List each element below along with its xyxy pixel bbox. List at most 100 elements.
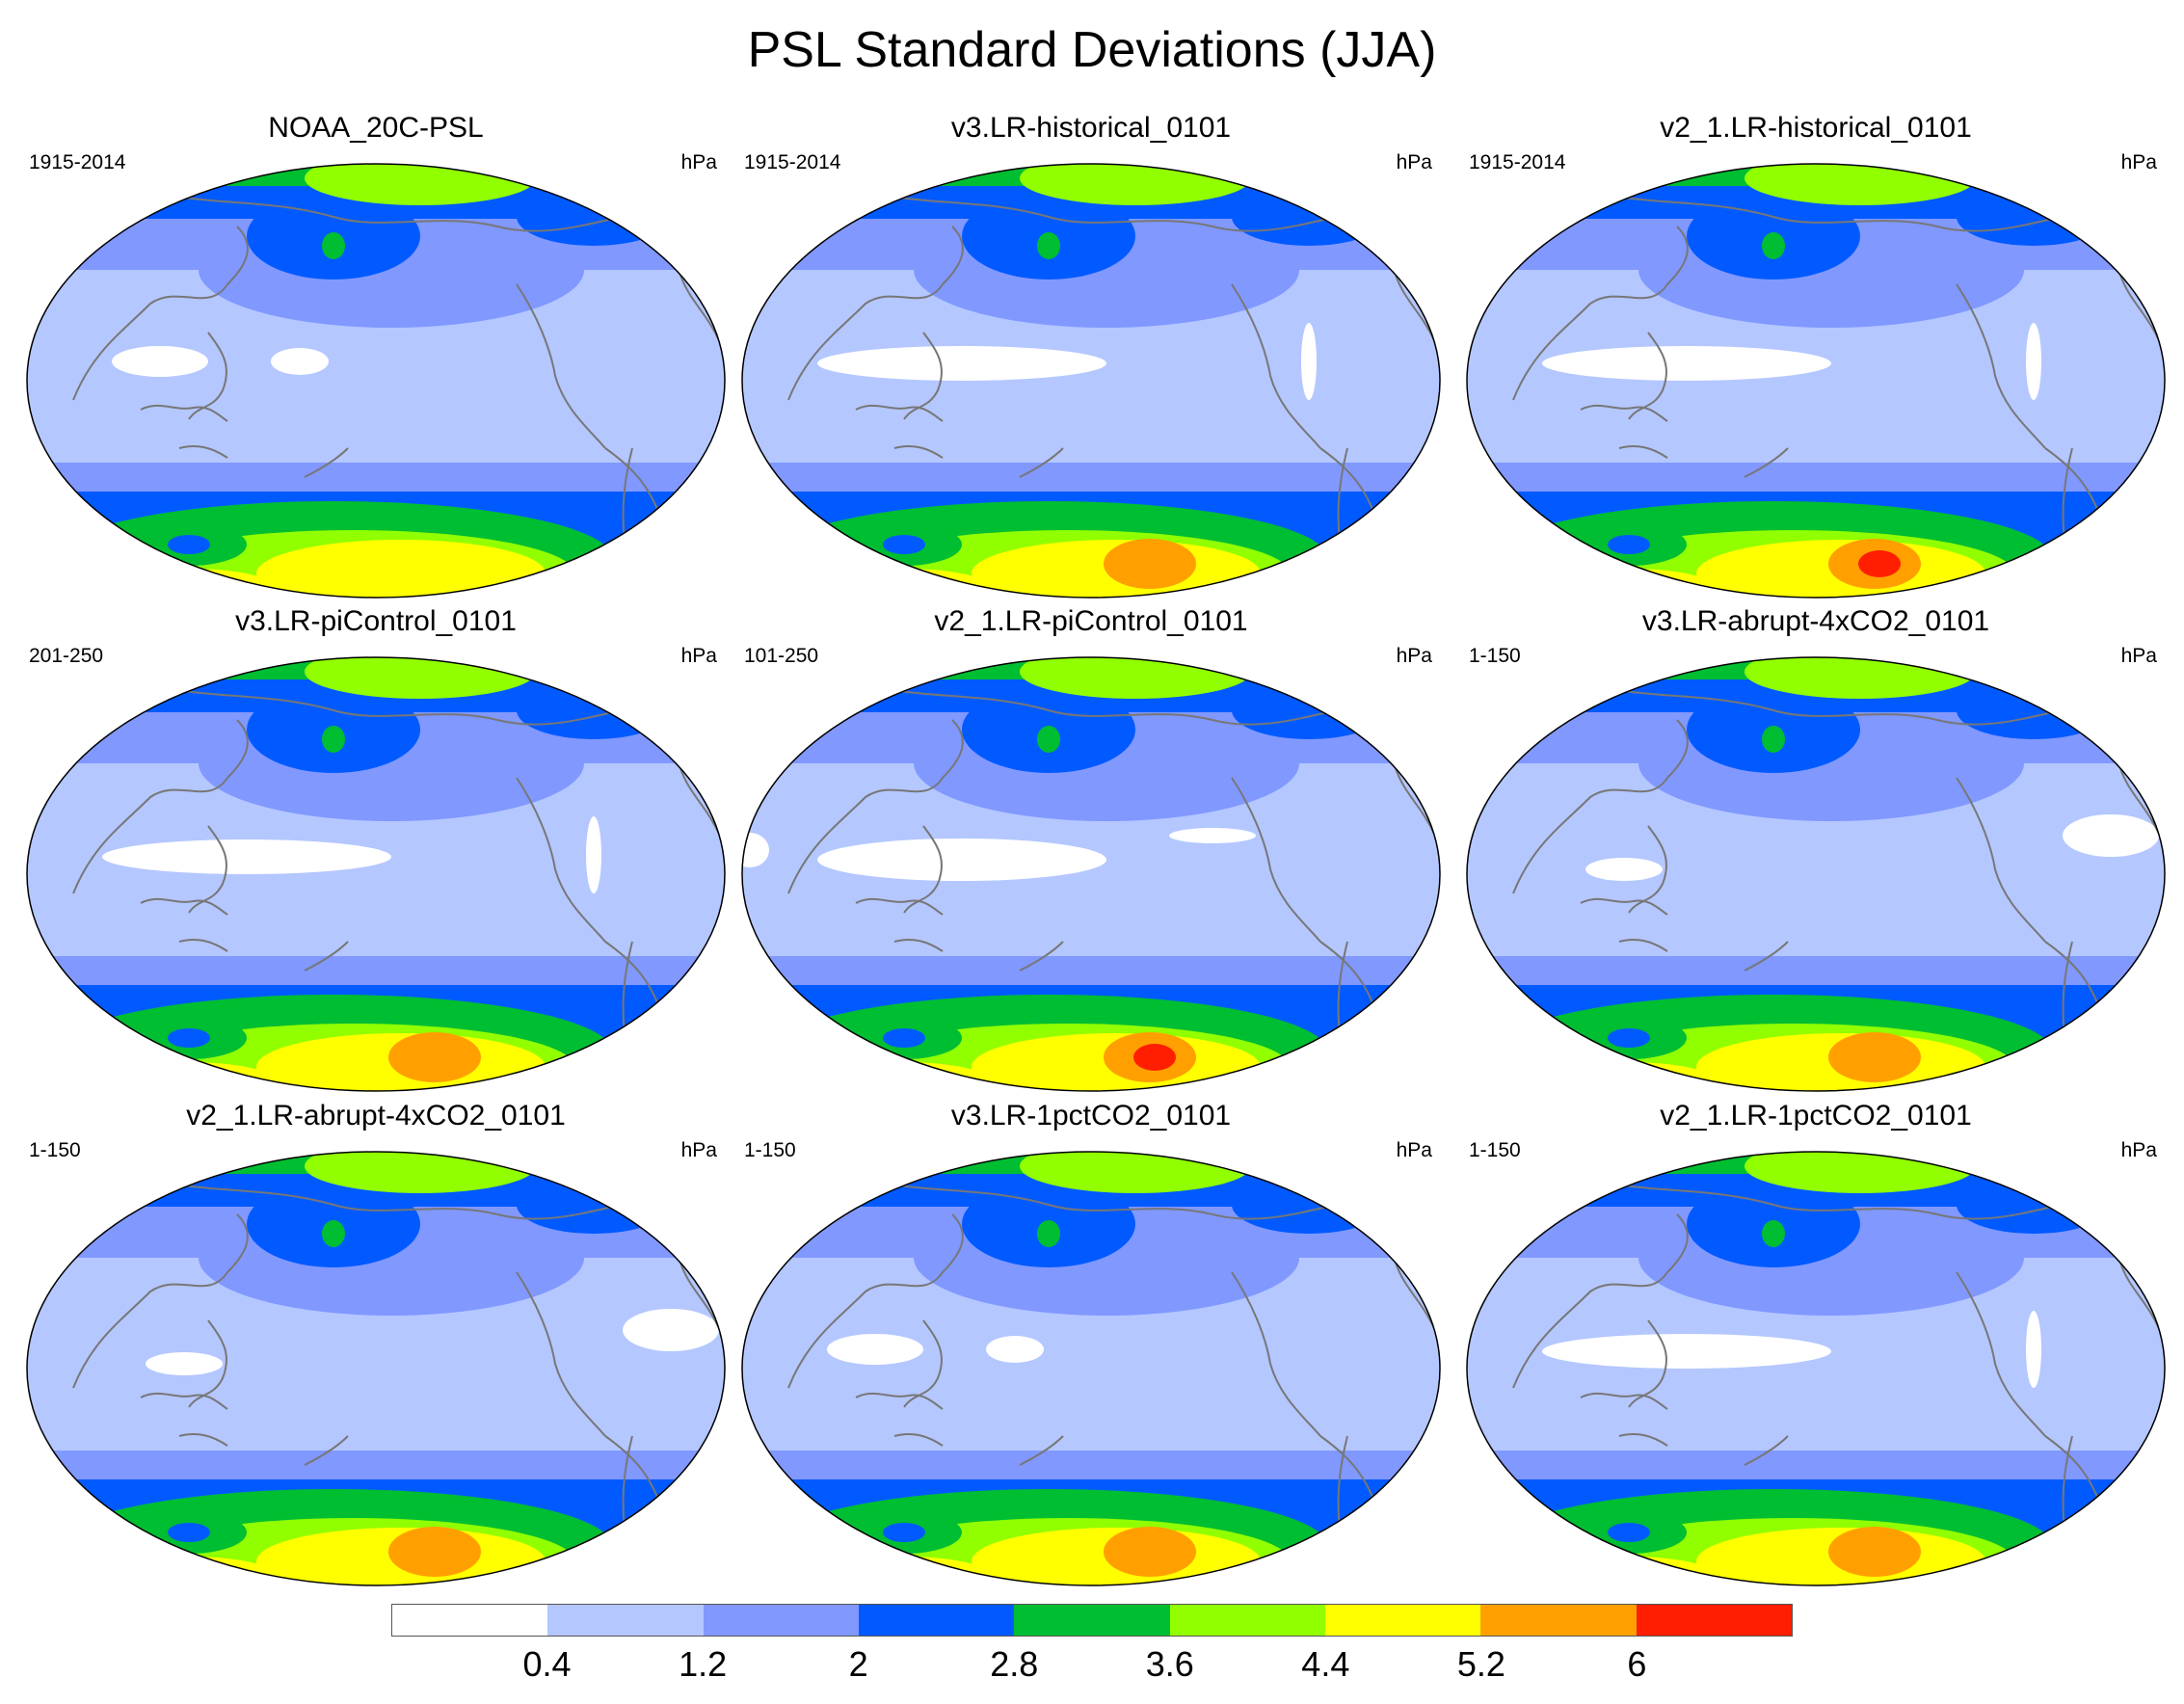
panel-title: v2_1.LR-1pctCO2_0101 [1660, 1100, 1972, 1132]
panel-period: 201-250 [29, 645, 104, 667]
panel-unit: hPa [1396, 151, 1432, 173]
field-6-max [388, 1527, 481, 1577]
field-2.8-eddy [883, 1523, 925, 1542]
map-panel: v2_1.LR-historical_0101 1915-2014 hPa [1455, 111, 2176, 599]
field-0.4-pacific [271, 348, 329, 375]
field-2.8-eddy [883, 1028, 925, 1048]
field-3.6-spot [322, 726, 345, 753]
map-robinson [741, 163, 1441, 599]
colorbar [391, 1604, 1793, 1637]
field-0.4-andes [586, 816, 601, 893]
map-robinson [1466, 1151, 2166, 1586]
panel-period: 1-150 [1469, 645, 1521, 667]
panel-unit: hPa [2120, 151, 2157, 173]
colorbar-tick-label: 3.6 [1145, 1644, 1194, 1684]
map-border [741, 163, 1441, 599]
field-0.4-east [1169, 828, 1256, 843]
field-0.4-pacific [817, 346, 1106, 381]
panel-unit: hPa [1396, 645, 1432, 667]
field-2.8-atlantic [1232, 681, 1386, 739]
map-panel: v3.LR-1pctCO2_0101 1-150 hPa [731, 1099, 1452, 1586]
field-0.4-west [742, 833, 769, 867]
field-2.8-eddy [1608, 535, 1650, 554]
field-2.8-atlantic [517, 188, 671, 246]
field-3.6-spot [1762, 1220, 1785, 1247]
panel-title: NOAA_20C-PSL [268, 112, 484, 144]
colorbar-swatch [1324, 1605, 1481, 1636]
field-0.4-andes [1301, 323, 1317, 400]
field-0.4-andes [2026, 323, 2041, 400]
field-2.8-eddy [168, 1523, 210, 1542]
field-2.8-atlantic [1957, 681, 2111, 739]
figure-title: PSL Standard Deviations (JJA) [747, 22, 1437, 78]
map-panel: v2_1.LR-1pctCO2_0101 1-150 hPa [1455, 1099, 2176, 1586]
panel-title: v3.LR-piControl_0101 [235, 605, 517, 637]
field-2.8-eddy [1608, 1523, 1650, 1542]
field-0.4-warm-pool [146, 1352, 223, 1375]
panel-unit: hPa [680, 151, 717, 173]
field-6-max [1828, 1032, 1921, 1082]
colorbar-swatch [392, 1605, 548, 1636]
colorbar-swatch [1480, 1605, 1637, 1636]
map-robinson [741, 656, 1441, 1092]
field-2.8-eddy [168, 535, 210, 554]
field-0.4-warm-pool [112, 346, 208, 377]
panel-unit: hPa [2120, 645, 2157, 667]
map-border [26, 656, 726, 1092]
field-max-core [1133, 1044, 1176, 1071]
colorbar-tick-label: 2 [848, 1644, 868, 1684]
field-6-max [388, 1032, 481, 1082]
panel-period: 1915-2014 [744, 151, 841, 173]
map-border [26, 1151, 726, 1586]
field-3.6-spot [1037, 726, 1060, 753]
field-0.4-pacific [1542, 1334, 1831, 1369]
field-3.6-spot [322, 1220, 345, 1247]
field-2.8-atlantic [1232, 188, 1386, 246]
field-6-max [1104, 539, 1196, 589]
map-robinson [1466, 163, 2166, 599]
colorbar-tick-label: 4.4 [1301, 1644, 1350, 1684]
panel-title: v2_1.LR-piControl_0101 [934, 605, 1248, 637]
map-panel: v2_1.LR-piControl_0101 101-250 hPa [731, 604, 1452, 1092]
field-0.4-pacific [1542, 346, 1831, 381]
map-robinson [26, 656, 726, 1092]
field-0.4-atlantic [623, 1309, 719, 1351]
colorbar-tick-label: 6 [1627, 1644, 1647, 1684]
map-panel: v3.LR-historical_0101 1915-2014 hPa [731, 111, 1452, 599]
field-0.4-pacific [102, 839, 391, 874]
field-6-max [1104, 1527, 1196, 1577]
field-3.6-spot [1762, 726, 1785, 753]
panel-period: 101-250 [744, 645, 819, 667]
colorbar-tick-label: 2.8 [990, 1644, 1039, 1684]
colorbar-swatch [1169, 1605, 1325, 1636]
field-0.4-andes [2026, 1311, 2041, 1388]
field-2.8-atlantic [1957, 188, 2111, 246]
field-0.4-pacific [986, 1336, 1044, 1363]
panel-title: v2_1.LR-abrupt-4xCO2_0101 [186, 1100, 566, 1132]
colorbar-tick-label: 0.4 [522, 1644, 572, 1684]
map-panel: v2_1.LR-abrupt-4xCO2_0101 1-150 hPa [15, 1099, 736, 1586]
field-0.4-pacific [817, 839, 1106, 881]
field-2.8-atlantic [517, 681, 671, 739]
panel-unit: hPa [680, 1139, 717, 1161]
map-robinson [26, 1151, 726, 1586]
field-0.4-warm-pool [827, 1334, 923, 1365]
map-border [741, 1151, 1441, 1586]
field-3.6-spot [1037, 1220, 1060, 1247]
field-3.6-spot [1762, 232, 1785, 259]
colorbar-swatch [1636, 1605, 1792, 1636]
colorbar-swatch [703, 1605, 859, 1636]
field-2.8-eddy [883, 535, 925, 554]
colorbar-swatch [547, 1605, 704, 1636]
map-border [1466, 1151, 2166, 1586]
panel-period: 1-150 [1469, 1139, 1521, 1161]
field-0.4-warm-pool [1585, 858, 1663, 881]
colorbar-swatch [1014, 1605, 1170, 1636]
map-panel: NOAA_20C-PSL 1915-2014 hPa [15, 111, 736, 599]
field-2.8-atlantic [1957, 1176, 2111, 1234]
panel-title: v3.LR-abrupt-4xCO2_0101 [1641, 605, 1990, 637]
map-border [741, 656, 1441, 1092]
colorbar-tick-label: 1.2 [679, 1644, 728, 1684]
panel-unit: hPa [680, 645, 717, 667]
colorbar-tick-label: 5.2 [1456, 1644, 1505, 1684]
